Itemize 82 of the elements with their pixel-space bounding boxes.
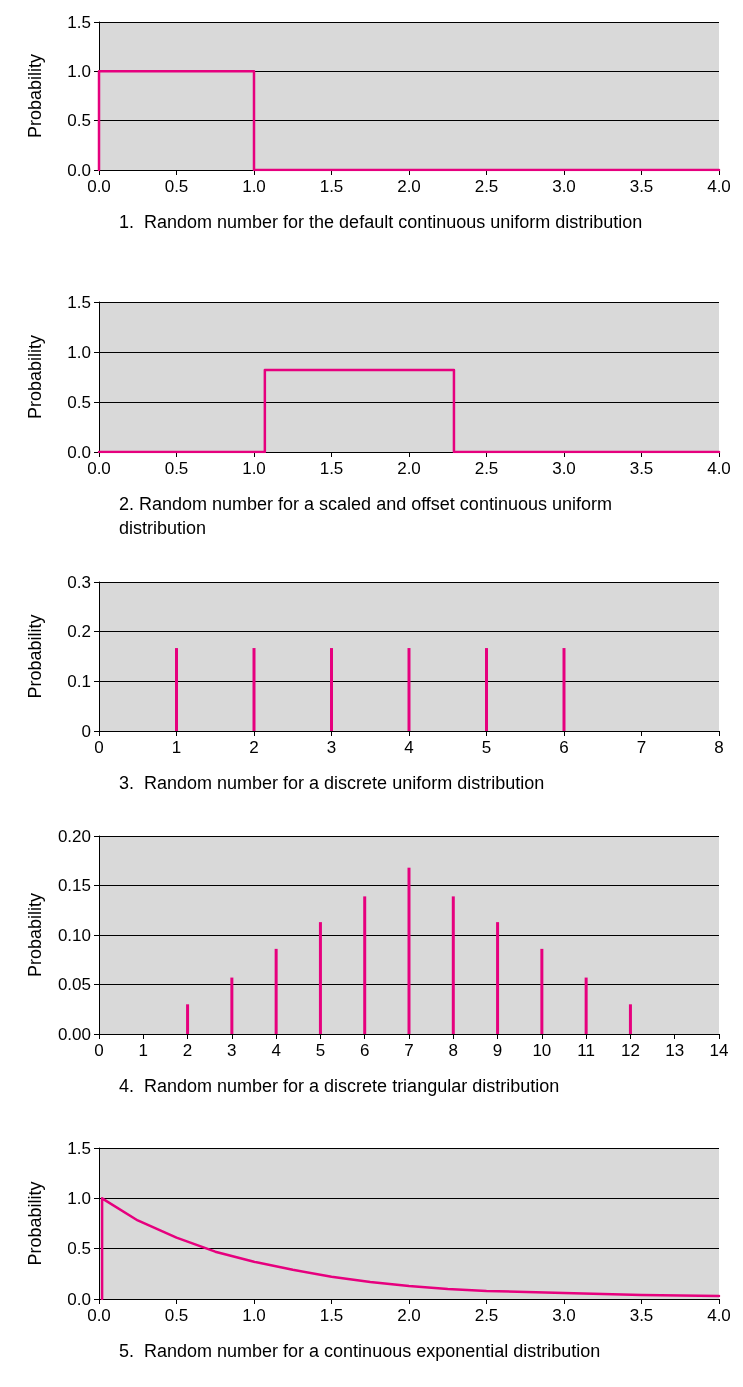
x-tick-label: 6 [359, 1041, 370, 1060]
y-tick-label: 0.5 [67, 111, 91, 131]
y-tick-label: 0.05 [57, 975, 91, 994]
x-tick-label: 0.5 [164, 177, 189, 196]
x-tick-label: 3.5 [629, 1306, 654, 1325]
x-tick-label: 3.0 [552, 1306, 576, 1325]
y-axis-title: Probability [25, 1181, 45, 1266]
y-tick-label: 0.2 [67, 622, 91, 642]
y-tick-label: 0.5 [67, 1239, 91, 1259]
x-tick-label: 4 [404, 738, 414, 757]
x-tick-label: 2.5 [474, 177, 499, 196]
x-tick-label: 1.5 [319, 459, 344, 478]
x-tick-label: 3.0 [552, 177, 576, 196]
x-axis-title: 1. Random number for the default continuous uniform distribution [119, 212, 643, 232]
x-tick-label: 3.5 [629, 177, 654, 196]
y-tick-label: 0.20 [57, 826, 91, 846]
x-tick-label: 3.0 [552, 459, 576, 478]
y-tick-label: 0.5 [67, 392, 91, 412]
x-axis-title: 3. Random number for a discrete uniform distribution [119, 773, 545, 793]
x-tick-label: 1.5 [319, 177, 344, 196]
x-tick-label: 14 [709, 1041, 729, 1060]
y-tick-label: 1.5 [67, 1138, 91, 1158]
x-tick-label: 1.0 [242, 459, 266, 478]
y-tick-label: 0.0 [67, 442, 91, 462]
x-tick-label: 5 [481, 738, 492, 757]
x-tick-label: 2.0 [397, 459, 421, 478]
x-tick-label: 4.0 [707, 1306, 731, 1325]
x-tick-label: 8 [448, 1041, 459, 1060]
x-tick-label: 0 [94, 1041, 104, 1060]
x-tick-label: 3 [326, 738, 337, 757]
y-tick-label: 0.0 [67, 1289, 91, 1309]
x-tick-label: 0 [94, 738, 104, 757]
y-tick-label: 0.0 [67, 160, 91, 180]
x-tick-label: 1.0 [242, 177, 266, 196]
x-tick-label: 3.5 [629, 459, 654, 478]
y-tick-label: 0.15 [57, 876, 91, 895]
x-tick-label: 0.0 [87, 177, 111, 196]
y-axis-title: Probability [25, 892, 45, 978]
y-axis-title: Probability [25, 53, 45, 139]
y-tick-label: 0.00 [57, 1024, 91, 1044]
x-tick-label: 6 [559, 738, 569, 757]
x-tick-label: 2.5 [474, 459, 499, 478]
x-axis-title: 5. Random number for a continuous exponential distribution [119, 1341, 601, 1361]
x-tick-label: 2 [182, 1041, 193, 1060]
x-tick-label: 4.0 [707, 459, 731, 478]
x-tick-label: 0.5 [164, 459, 189, 478]
x-tick-label: 2.5 [474, 1306, 499, 1325]
x-tick-label: 13 [665, 1041, 685, 1060]
x-tick-label: 5 [315, 1041, 326, 1060]
x-tick-label: 7 [404, 1041, 414, 1060]
y-axis-title: Probability [25, 334, 45, 420]
x-tick-label: 11 [577, 1041, 595, 1060]
y-tick-label: 1.0 [67, 61, 91, 81]
x-tick-label: 1.5 [319, 1306, 344, 1325]
y-tick-label: 1.0 [67, 342, 91, 362]
y-tick-label: 1.5 [67, 12, 91, 32]
x-tick-label: 0.0 [87, 459, 111, 478]
y-tick-label: 0 [81, 721, 91, 741]
x-tick-label: 1 [171, 738, 182, 757]
y-tick-label: 0.3 [67, 572, 91, 592]
x-axis-title: 2. Random number for a scaled and offset continuous uniform distribution [119, 494, 617, 538]
x-tick-label: 12 [620, 1041, 640, 1060]
x-tick-label: 0.0 [87, 1306, 111, 1325]
x-tick-label: 3 [227, 1041, 237, 1060]
x-tick-label: 1 [138, 1041, 149, 1060]
x-tick-label: 8 [714, 738, 724, 757]
x-tick-label: 2 [249, 738, 259, 757]
x-tick-label: 9 [492, 1041, 503, 1060]
x-tick-label: 0.5 [164, 1306, 189, 1325]
x-tick-label: 4.0 [707, 177, 731, 196]
x-tick-label: 2.0 [397, 177, 421, 196]
y-tick-label: 0.10 [57, 925, 91, 945]
x-tick-label: 7 [636, 738, 647, 757]
y-tick-label: 1.5 [67, 292, 91, 312]
x-tick-label: 1.0 [242, 1306, 266, 1325]
y-tick-label: 1.0 [67, 1188, 91, 1208]
x-tick-label: 4 [271, 1041, 281, 1060]
x-tick-label: 2.0 [397, 1306, 421, 1325]
x-axis-title: 4. Random number for a discrete triangular distribution [119, 1076, 560, 1096]
y-axis-title: Probability [25, 614, 45, 699]
x-tick-label: 10 [532, 1041, 552, 1060]
y-tick-label: 0.1 [67, 671, 91, 691]
